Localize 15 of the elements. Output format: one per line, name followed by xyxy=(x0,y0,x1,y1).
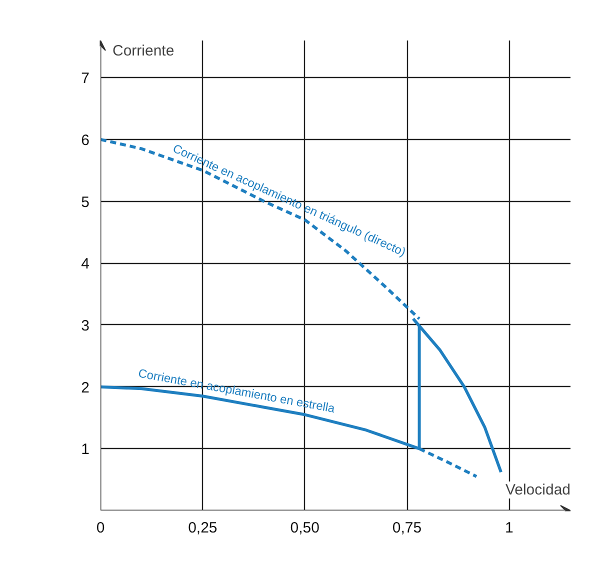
y-tick-label: 5 xyxy=(81,194,90,211)
y-tick-label: 1 xyxy=(81,441,90,458)
y-tick-label: 2 xyxy=(81,379,90,396)
x-tick-label: 0,75 xyxy=(392,520,422,536)
y-tick-label: 3 xyxy=(81,317,90,334)
y-tick-label: 7 xyxy=(81,70,90,88)
text: Corriente en acoplamiento en estrella xyxy=(137,366,336,416)
x-tick-label: 0,50 xyxy=(290,520,320,536)
y-tick-label: 4 xyxy=(81,256,90,273)
x-tick-label: 0,25 xyxy=(188,520,218,536)
y-axis-title: Corriente xyxy=(112,42,174,60)
x-tick-label: 0 xyxy=(96,520,105,536)
x-axis-title: Velocidad xyxy=(505,482,571,498)
x-tick-label: 1 xyxy=(505,520,514,536)
y-tick-label: 6 xyxy=(81,132,90,149)
